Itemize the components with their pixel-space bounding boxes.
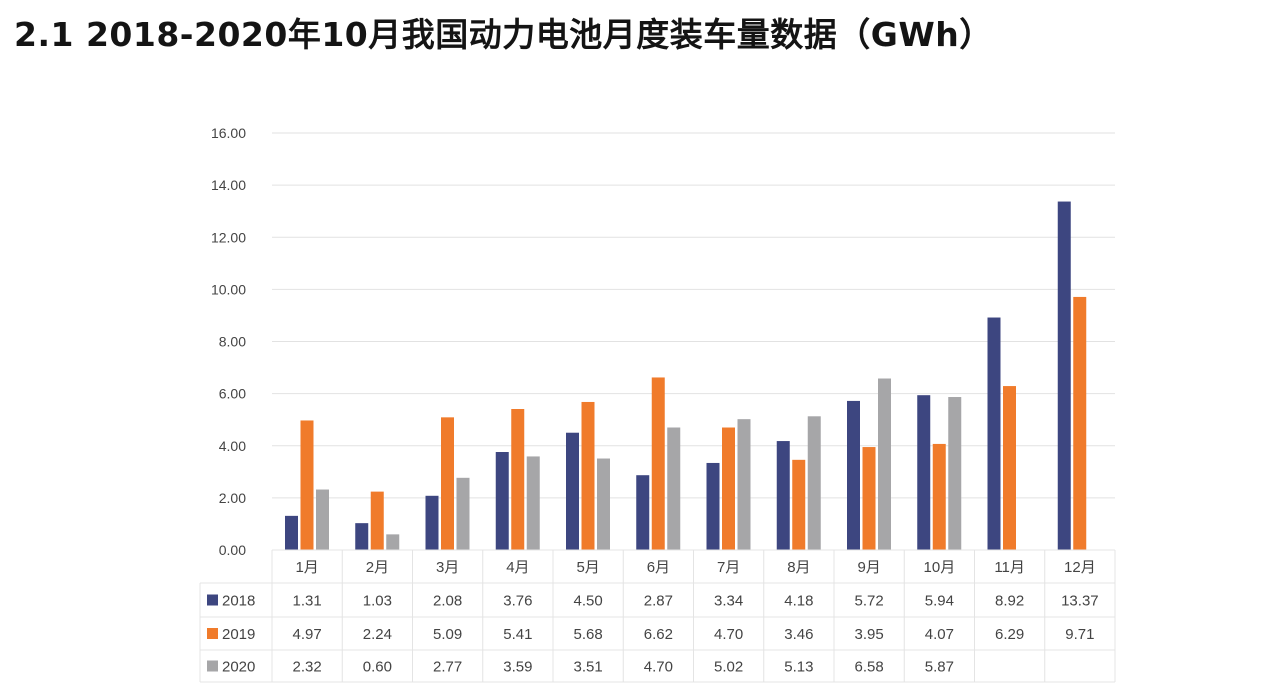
y-tick-label: 6.00	[219, 386, 246, 402]
bar-2018-5月	[566, 432, 579, 550]
bar-2020-1月	[316, 489, 329, 550]
bar-2019-6月	[651, 377, 665, 550]
x-category-label: 11月	[994, 559, 1025, 576]
bar-2018-9月	[847, 400, 860, 550]
legend-label: 2020	[222, 659, 255, 676]
data-label-2018: 3.76	[503, 593, 532, 610]
bar-2019-9月	[862, 447, 876, 550]
data-label-2020: 2.77	[433, 659, 462, 676]
legend-label: 2018	[222, 593, 255, 610]
data-label-2020: 5.13	[784, 659, 813, 676]
bar-2019-3月	[441, 417, 454, 550]
x-category-label: 9月	[857, 559, 880, 576]
data-label-2019: 4.70	[714, 626, 743, 643]
data-label-2020: 6.58	[855, 659, 884, 676]
bar-2020-3月	[456, 477, 470, 550]
y-tick-label: 0.00	[219, 542, 246, 558]
chart-title: 2.1 2018-2020年10月我国动力电池月度装车量数据（GWh）	[14, 15, 993, 54]
bar-2020-8月	[807, 416, 821, 550]
bar-2019-2月	[370, 491, 384, 550]
data-label-2018: 5.72	[855, 593, 884, 610]
bar-2019-8月	[792, 459, 806, 550]
x-category-label: 7月	[717, 559, 740, 576]
data-label-2019: 5.09	[433, 626, 462, 643]
bar-2019-1月	[300, 420, 314, 550]
data-label-2018: 5.94	[925, 593, 954, 610]
bar-2020-7月	[737, 419, 751, 550]
data-label-2019: 3.95	[855, 626, 884, 643]
bar-2018-4月	[495, 452, 509, 550]
data-label-2020: 4.70	[644, 659, 673, 676]
data-label-2018: 4.50	[574, 593, 603, 610]
x-category-label: 6月	[647, 559, 670, 576]
bar-2019-12月	[1073, 296, 1087, 550]
x-category-label: 8月	[787, 559, 810, 576]
data-label-2020: 0.60	[363, 659, 392, 676]
y-tick-label: 2.00	[219, 490, 246, 506]
x-category-label: 12月	[1064, 559, 1096, 576]
bar-2019-10月	[932, 443, 946, 550]
bar-2020-2月	[386, 534, 400, 550]
data-label-2019: 9.71	[1065, 626, 1094, 643]
y-tick-label: 4.00	[219, 438, 246, 454]
data-label-2020: 2.32	[293, 659, 322, 676]
data-label-2019: 5.68	[574, 626, 603, 643]
legend-swatch-2018	[207, 594, 218, 606]
data-label-2019: 4.07	[925, 626, 954, 643]
bar-2018-2月	[355, 523, 369, 550]
bar-2020-5月	[597, 458, 610, 550]
x-category-label: 1月	[295, 559, 318, 576]
bar-2020-10月	[948, 397, 962, 550]
bar-2018-12月	[1057, 201, 1071, 550]
data-label-2018: 1.31	[293, 593, 322, 610]
data-label-2018: 2.87	[644, 593, 673, 610]
legend-swatch-2019	[207, 628, 218, 639]
x-category-label: 10月	[924, 559, 956, 576]
data-label-2020: 3.59	[503, 659, 532, 676]
data-label-2018: 2.08	[433, 593, 462, 610]
bar-2018-7月	[706, 462, 720, 550]
data-label-2019: 3.46	[784, 626, 813, 643]
data-label-2020: 5.87	[925, 659, 954, 676]
data-label-2018: 13.37	[1061, 593, 1099, 610]
legend-label: 2019	[222, 626, 255, 643]
y-tick-label: 16.00	[211, 125, 246, 141]
y-tick-label: 8.00	[219, 334, 246, 350]
bar-2020-4月	[526, 456, 540, 550]
data-label-2018: 8.92	[995, 593, 1024, 610]
bar-2019-5月	[581, 401, 595, 550]
x-category-label: 2月	[366, 559, 389, 576]
data-label-2020: 5.02	[714, 659, 743, 676]
data-label-2019: 2.24	[363, 626, 392, 643]
y-tick-label: 12.00	[211, 229, 246, 245]
data-label-2018: 3.34	[714, 593, 743, 610]
x-category-label: 3月	[436, 559, 459, 576]
bar-2018-10月	[917, 395, 931, 550]
bar-2020-9月	[878, 378, 891, 550]
bar-2018-1月	[285, 515, 298, 550]
bar-2019-4月	[511, 409, 525, 550]
data-label-2019: 6.62	[644, 626, 673, 643]
bar-2020-6月	[667, 427, 681, 550]
bar-2018-11月	[987, 317, 1001, 550]
bar-2018-3月	[425, 495, 439, 550]
y-tick-label: 10.00	[211, 281, 246, 297]
data-label-2018: 1.03	[363, 593, 392, 610]
bar-2019-11月	[1003, 386, 1016, 550]
data-label-2019: 5.41	[503, 626, 532, 643]
data-label-2018: 4.18	[784, 593, 813, 610]
data-label-2019: 6.29	[995, 626, 1024, 643]
bar-2018-8月	[776, 441, 790, 550]
bar-2019-7月	[722, 427, 735, 550]
bar-2018-6月	[636, 475, 650, 550]
y-tick-label: 14.00	[211, 177, 246, 193]
legend-swatch-2020	[207, 660, 218, 672]
data-label-2020: 3.51	[574, 659, 603, 676]
data-label-2019: 4.97	[293, 626, 322, 643]
x-category-label: 4月	[506, 559, 529, 576]
x-category-label: 5月	[576, 559, 599, 576]
